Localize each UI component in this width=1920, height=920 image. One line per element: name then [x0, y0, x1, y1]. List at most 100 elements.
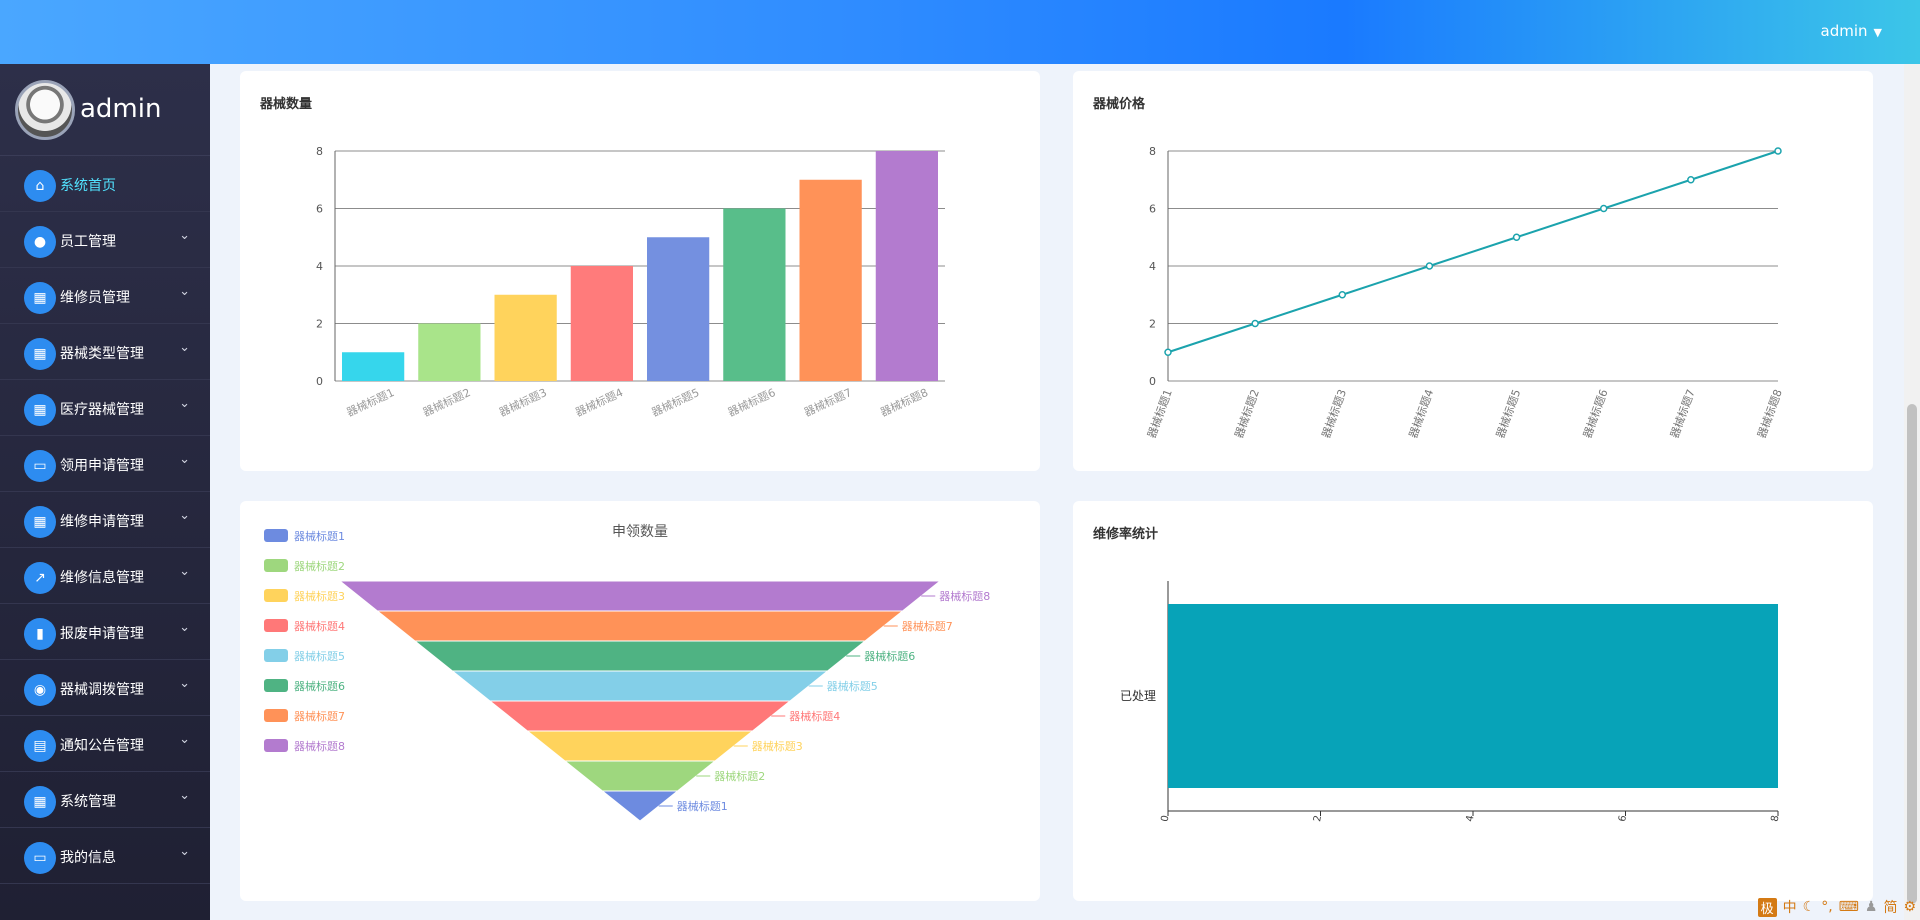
funnel-legend-label[interactable]: 器械标题1 — [294, 529, 345, 543]
bar-7[interactable] — [799, 179, 862, 381]
bar-3[interactable] — [494, 294, 557, 381]
scrollbar-thumb[interactable] — [1907, 404, 1917, 904]
funnel-segment-5[interactable] — [451, 670, 829, 702]
sidebar-item-6[interactable]: ▦ 维修申请管理 ⌄ — [0, 492, 210, 548]
funnel-legend-label[interactable]: 器械标题7 — [294, 709, 345, 723]
sidebar-item-4[interactable]: ▦ 医疗器械管理 ⌄ — [0, 380, 210, 436]
line-chart: 0 2 4 6 8 器械标题1 器械标题2 器械标题3 器械标题4 器械标题5 器械标题6 器械标题7… — [1144, 145, 1785, 440]
bar-6[interactable] — [723, 208, 786, 382]
funnel-segment-6[interactable] — [413, 640, 867, 672]
line-point-4[interactable] — [1425, 262, 1434, 270]
sidebar-item-3[interactable]: ▦ 器械类型管理 ⌄ — [0, 324, 210, 380]
sidebar-item-10[interactable]: ▤ 通知公告管理 ⌄ — [0, 716, 210, 772]
funnel-legend-swatch[interactable] — [264, 529, 288, 542]
funnel-segment-3[interactable] — [526, 730, 754, 762]
line-point-7[interactable] — [1687, 176, 1695, 184]
moon-icon[interactable]: ☾ — [1802, 899, 1816, 915]
sidebar-item-label: 维修信息管理 — [60, 570, 144, 586]
hbar-xtick-label: 8 — [1770, 814, 1782, 822]
user-label: admin — [1820, 22, 1868, 40]
line-point-8[interactable] — [1774, 147, 1782, 155]
bar-8[interactable] — [875, 151, 938, 381]
sidebar-item-5[interactable]: ▭ 领用申请管理 ⌄ — [0, 436, 210, 492]
funnel-segment-4[interactable] — [488, 700, 792, 732]
sidebar-item-9[interactable]: ◉ 器械调拨管理 ⌄ — [0, 660, 210, 716]
funnel-chart-title: 申领数量 — [612, 524, 668, 540]
line-series — [1167, 150, 1779, 354]
funnel-legend-swatch[interactable] — [264, 739, 288, 752]
funnel-legend-label[interactable]: 器械标题6 — [294, 679, 345, 693]
line-point-2[interactable] — [1251, 319, 1259, 328]
funnel-legend-swatch[interactable] — [264, 709, 288, 722]
bar-chart-card: 器械数量 0 2 4 6 8 器械标题1 器械标题2 器械标题3 器械标题4 器械标题5 器械标题6… — [240, 71, 1040, 471]
funnel-legend-swatch[interactable] — [264, 589, 288, 602]
funnel-legend-label[interactable]: 器械标题3 — [294, 589, 345, 603]
line-point-1[interactable] — [1164, 348, 1172, 356]
sidebar-item-7[interactable]: ↗ 维修信息管理 ⌄ — [0, 548, 210, 604]
chevron-down-icon: ⌄ — [179, 284, 190, 299]
funnel-segment-label: 器械标题7 — [902, 619, 953, 633]
funnel-segment-7[interactable] — [376, 610, 904, 642]
funnel-legend-label[interactable]: 器械标题5 — [294, 649, 345, 663]
sidebar-menu: ⌂ 系统首页 ● 员工管理 ⌄ ▦ 维修员管理 ⌄ ▦ 器械类型管理 ⌄ ▦ 医疗器械管理 ⌄ ▭ 领用申请管… — [0, 156, 210, 884]
funnel-segment-2[interactable] — [563, 760, 717, 792]
bar-ytick-label: 2 — [316, 318, 323, 331]
settings-gear-icon[interactable]: ⚙ — [1903, 899, 1916, 915]
funnel-legend-swatch[interactable] — [264, 619, 288, 632]
line-xtick-label: 器械标题1 — [1144, 387, 1175, 440]
ime-mode[interactable]: 中 — [1782, 900, 1797, 916]
bar-1[interactable] — [342, 352, 405, 381]
sidebar-item-label: 器械类型管理 — [60, 346, 144, 362]
hbar-xtick-label: 0 — [1160, 814, 1172, 822]
funnel-segment-8[interactable] — [338, 580, 942, 612]
card-icon: ▭ — [24, 842, 56, 874]
hbar-bar-1[interactable] — [1168, 604, 1778, 788]
sidebar-item-11[interactable]: ▦ 系统管理 ⌄ — [0, 772, 210, 828]
line-xtick-label: 器械标题3 — [1319, 387, 1350, 440]
sidebar-item-label: 员工管理 — [60, 234, 116, 250]
bar-xtick-label: 器械标题5 — [649, 385, 701, 419]
bar-5[interactable] — [647, 237, 710, 381]
ime-toolbar[interactable]: 极 中 ☾ °, ⌨ ♟ 简 ⚙ — [1757, 896, 1916, 918]
hbar-chart-title: 维修率统计 — [1093, 527, 1159, 542]
sidebar-item-0[interactable]: ⌂ 系统首页 — [0, 156, 210, 212]
chevron-down-icon: ⌄ — [179, 228, 190, 243]
funnel-chart: 器械标题1 器械标题2 器械标题3 器械标题4 器械标题5 器械标题6 器械标题7 器械标题8… — [264, 529, 990, 822]
sidebar-item-12[interactable]: ▭ 我的信息 ⌄ — [0, 828, 210, 884]
sidebar-item-1[interactable]: ● 员工管理 ⌄ — [0, 212, 210, 268]
funnel-legend-swatch[interactable] — [264, 679, 288, 692]
funnel-legend-label[interactable]: 器械标题4 — [294, 619, 345, 633]
punctuation-icon[interactable]: °, — [1821, 899, 1833, 915]
funnel-legend-swatch[interactable] — [264, 649, 288, 662]
user-icon[interactable]: ♟ — [1864, 899, 1878, 915]
funnel-legend-label[interactable]: 器械标题8 — [294, 739, 345, 753]
grid-icon: ▦ — [24, 338, 56, 370]
chevron-down-icon: ⌄ — [179, 844, 190, 859]
line-ytick-label: 2 — [1149, 318, 1156, 331]
keyboard-icon[interactable]: ⌨ — [1838, 899, 1859, 915]
grid-icon: ▦ — [24, 506, 56, 538]
chevron-down-icon: ⌄ — [179, 620, 190, 635]
funnel-legend-label[interactable]: 器械标题2 — [294, 559, 345, 573]
user-menu[interactable]: admin ▼ — [1821, 22, 1882, 40]
chevron-down-icon: ⌄ — [179, 564, 190, 579]
line-xtick-label: 器械标题6 — [1580, 387, 1611, 440]
line-point-5[interactable] — [1512, 233, 1521, 241]
hbar-xtick-label: 6 — [1617, 814, 1629, 822]
bar-xtick-label: 器械标题6 — [726, 385, 778, 419]
page-scrollbar[interactable] — [1904, 64, 1920, 920]
line-point-6[interactable] — [1599, 204, 1608, 213]
ime-simplified[interactable]: 简 — [1883, 900, 1898, 916]
line-point-3[interactable] — [1338, 291, 1347, 299]
ticket-icon: ▭ — [24, 450, 56, 482]
home-icon: ⌂ — [24, 170, 56, 202]
funnel-legend-swatch[interactable] — [264, 559, 288, 572]
sidebar-item-8[interactable]: ▮ 报废申请管理 ⌄ — [0, 604, 210, 660]
bar-4[interactable] — [570, 266, 633, 381]
sidebar-item-label: 医疗器械管理 — [60, 402, 144, 418]
line-xtick-label: 器械标题5 — [1493, 387, 1524, 440]
chevron-down-icon: ⌄ — [179, 508, 190, 523]
bar-xtick-label: 器械标题4 — [573, 385, 625, 419]
bar-2[interactable] — [418, 323, 481, 382]
sidebar-item-2[interactable]: ▦ 维修员管理 ⌄ — [0, 268, 210, 324]
